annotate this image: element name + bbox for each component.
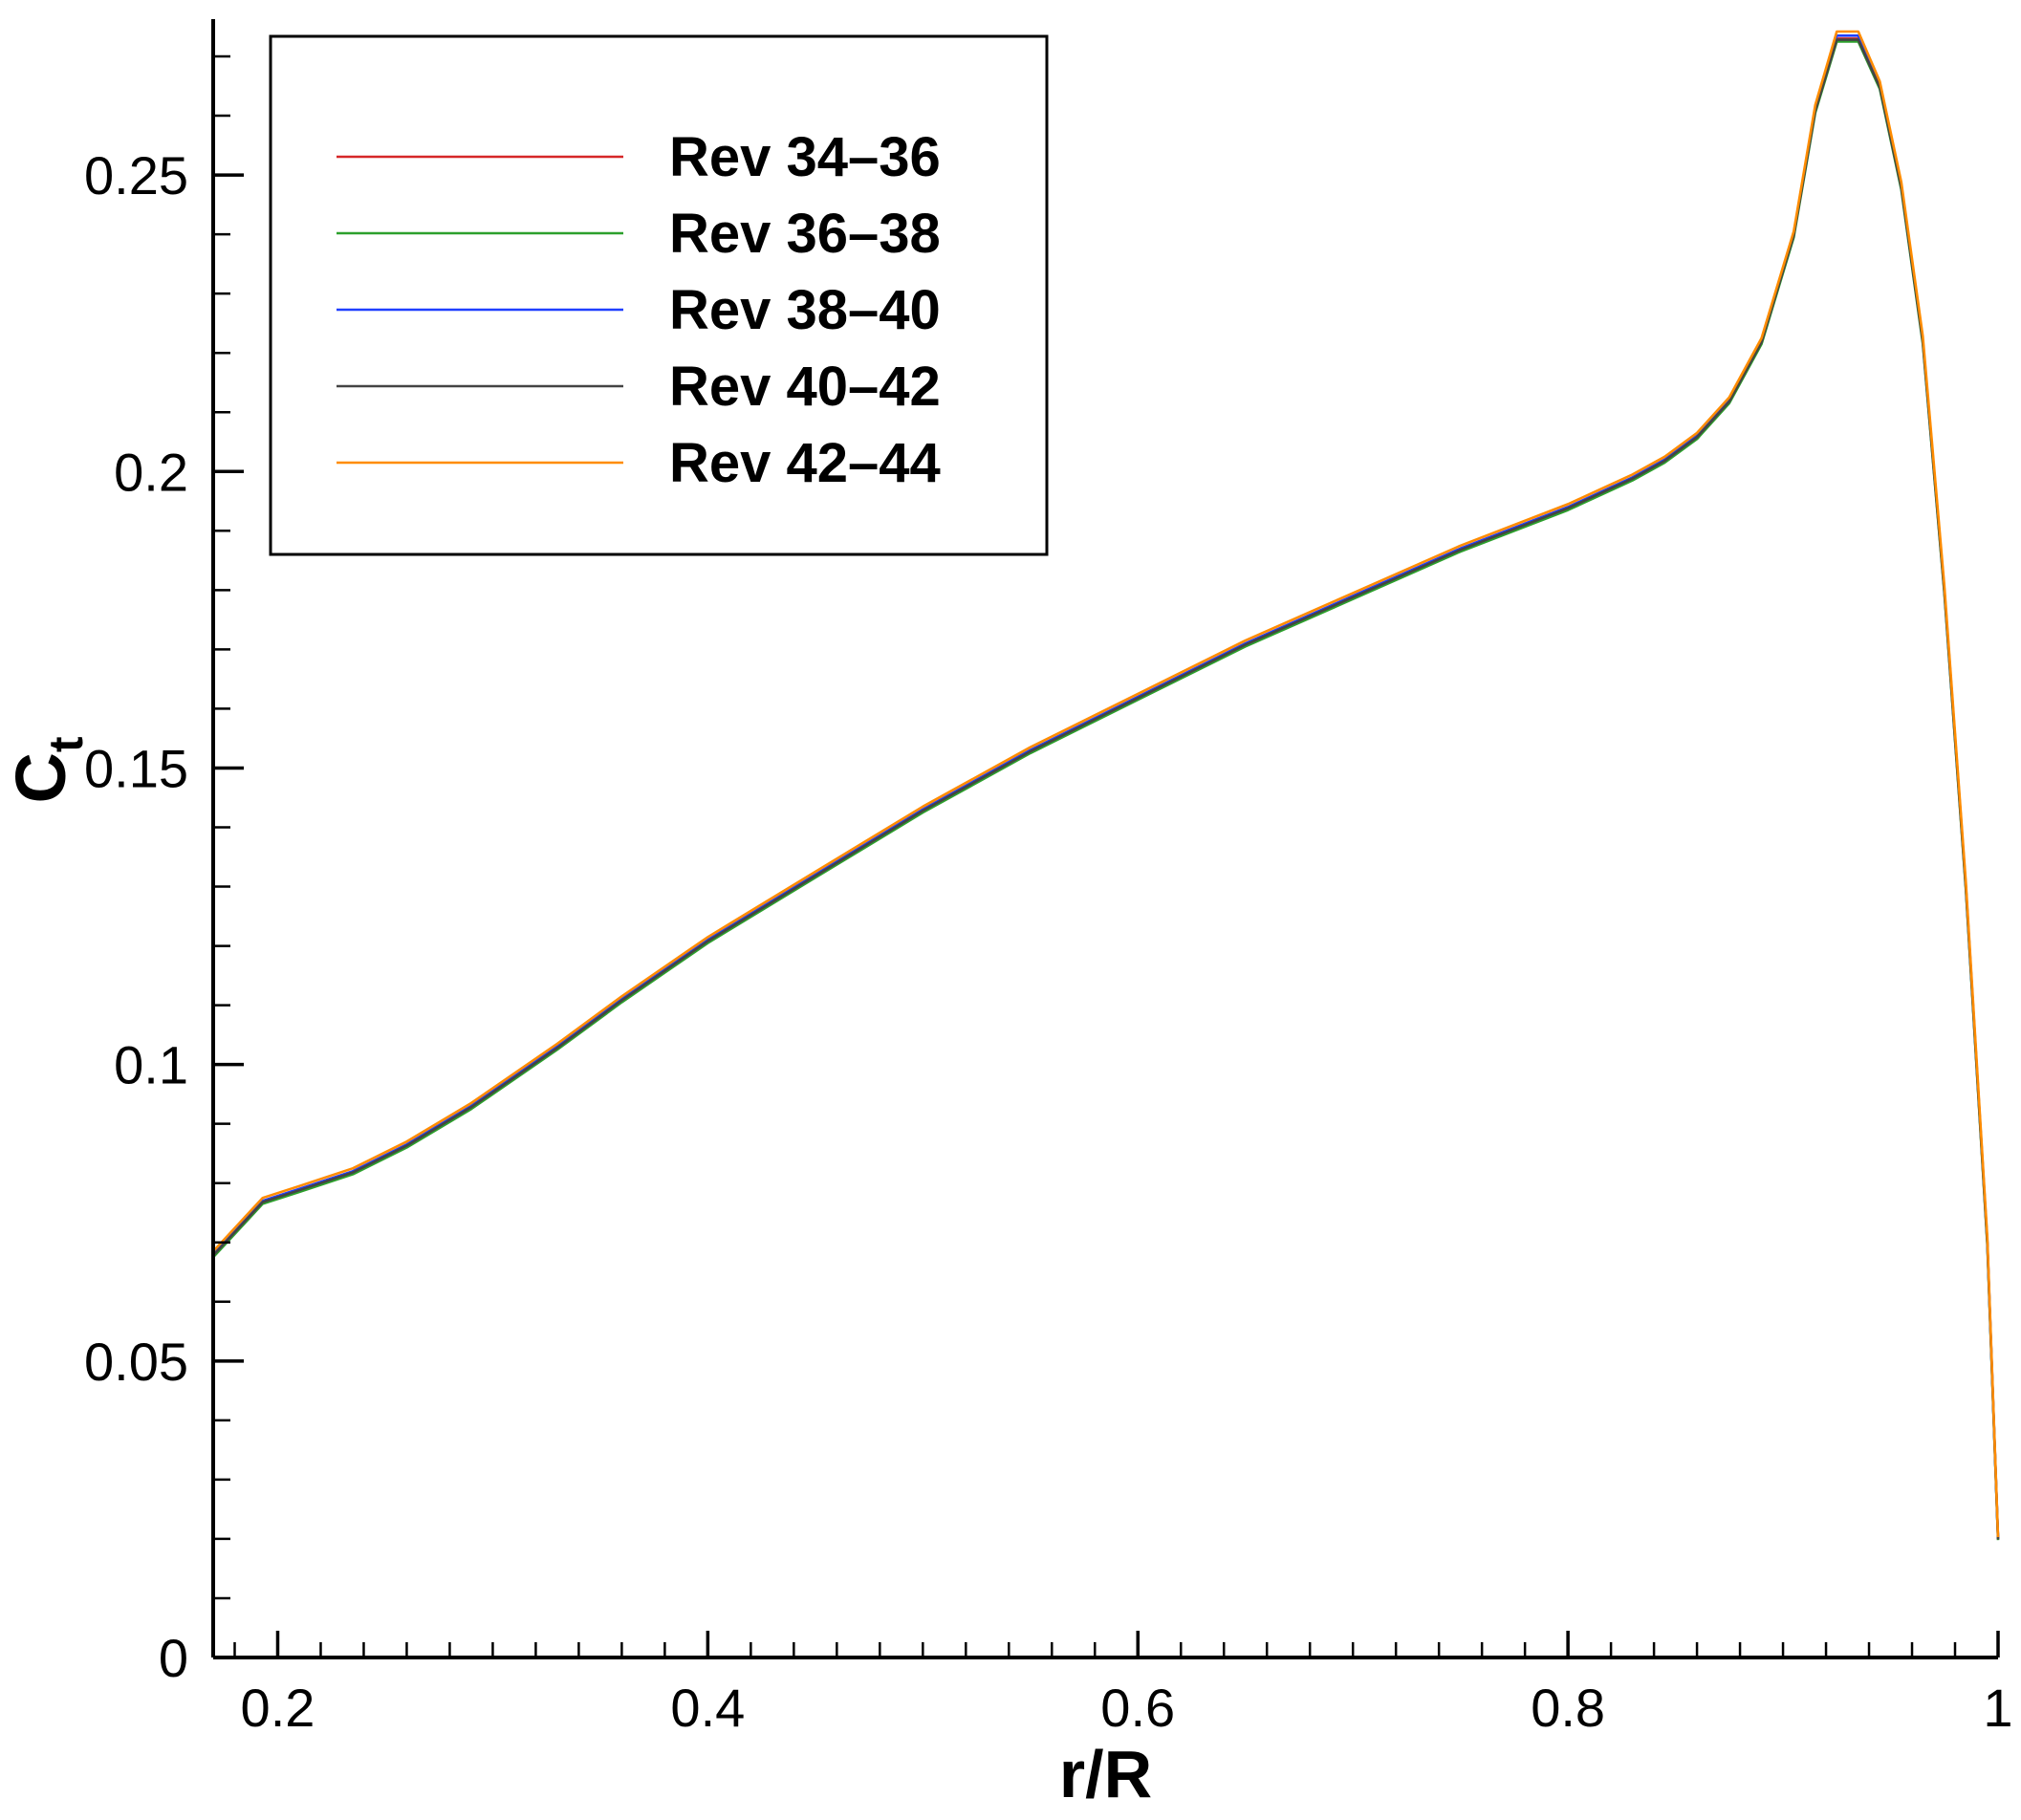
y-tick-label: 0.25 (84, 145, 188, 206)
axes-layer (211, 19, 1998, 1659)
y-axis-title-group: Ct (1, 736, 93, 803)
series-line-5 (212, 30, 2000, 1538)
y-axis-title-subscript: t (39, 736, 93, 752)
legend-label-2: Rev 36–38 (669, 203, 941, 265)
legend-label-3: Rev 38–40 (669, 279, 941, 341)
y-tick-label: 0.05 (84, 1332, 188, 1392)
y-tick-label: 0 (159, 1628, 188, 1688)
y-tick-label: 0.1 (114, 1035, 188, 1095)
x-tick-label: 0.6 (1100, 1678, 1175, 1738)
y-tick-label: 0.15 (84, 738, 188, 798)
ticks-layer: 0.2 0.4 0.6 0.8 1 0 0.05 0.1 0.15 0.2 0.25 (84, 54, 2013, 1738)
x-tick-label: 0.4 (670, 1678, 745, 1738)
legend-label-5: Rev 42–44 (669, 432, 941, 494)
series-layer (212, 30, 2000, 1541)
y-axis-title: Ct (1, 736, 93, 803)
x-tick-label: 0.2 (241, 1678, 315, 1738)
x-tick-label: 1 (1983, 1678, 2012, 1738)
y-axis-title-main: C (1, 752, 80, 803)
x-tick-label: 0.8 (1531, 1678, 1605, 1738)
x-axis-title: r/R (1059, 1737, 1152, 1811)
legend: Rev 34–36 Rev 36–38 Rev 38–40 Rev 40–42 Rev … (269, 34, 1049, 556)
legend-label-4: Rev 40–42 (669, 356, 941, 418)
y-tick-label: 0.2 (114, 442, 188, 502)
legend-box (269, 34, 1049, 556)
legend-label-1: Rev 34–36 (669, 126, 941, 188)
legend-entries: Rev 34–36 Rev 36–38 Rev 38–40 Rev 40–42 Rev … (337, 126, 941, 494)
